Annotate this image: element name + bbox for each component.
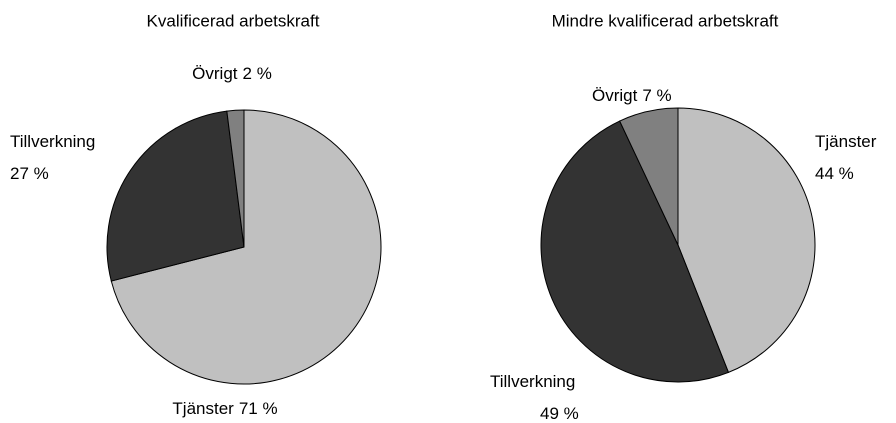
slice-label: Tillverkning 49 % [490,372,579,423]
slice-label: Tjänster 44 % [815,132,877,183]
slice-value: 49 % [540,404,579,423]
slice-category: Tillverkning [490,372,575,391]
chart-title: Kvalificerad arbetskraft [147,11,320,30]
pie-slice [106,110,245,282]
slice-value: 71 % [239,399,278,418]
pie-slice [540,120,730,383]
slice-label: Övrigt 2 % [192,64,272,83]
pie-slice [619,107,679,246]
slice-value: 27 % [10,164,49,183]
pie-slice [226,109,245,248]
slice-label: Tillverkning 27 % [10,132,95,183]
pie-slice [110,109,382,385]
pie-slice [677,107,816,374]
slice-category: Tillverkning [10,132,95,151]
slice-category: Tjänster [815,132,877,151]
slice-label: Tjänster 71 % [172,399,277,418]
slice-label: Övrigt 7 % [592,86,672,105]
slice-value: 2 % [243,64,272,83]
slice-category: Övrigt [192,64,238,83]
chart-title: Mindre kvalificerad arbetskraft [552,11,779,30]
slice-category: Övrigt [592,86,638,105]
slice-value: 44 % [815,164,854,183]
slice-value: 7 % [642,86,671,105]
slice-category: Tjänster [172,399,234,418]
